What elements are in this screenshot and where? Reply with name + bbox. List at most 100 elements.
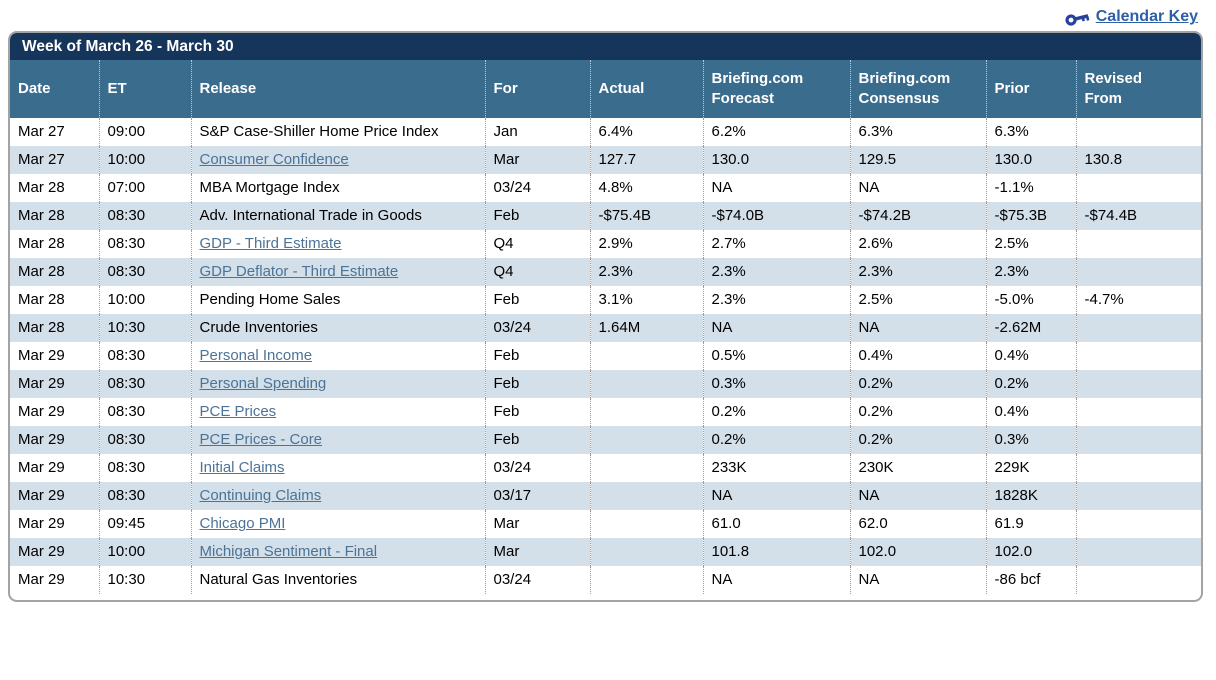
release-link[interactable]: Consumer Confidence [199,151,349,169]
cell-release: Crude Inventories [190,314,485,342]
cell-date: Mar 29 [18,347,65,365]
cell-prior: -86 bcf [985,566,1076,594]
cell-release: GDP - Third Estimate [190,230,485,258]
cell-consensus: 102.0 [849,538,986,566]
cell-for: 03/24 [484,454,590,482]
cell-prior: -1.1% [985,174,1076,202]
table-row: Mar 29 08:30 Initial Claims 03/24 233K 230K 22… [10,454,1201,482]
cell-forecast: 0.2% [702,398,850,426]
cell-et: 08:30 [98,426,191,454]
release-link[interactable]: Personal Income [199,347,313,365]
cell-date: Mar 29 [18,375,65,393]
key-icon [1063,8,1091,26]
column-header-et: ET [98,60,191,118]
cell-et: 08:30 [98,230,191,258]
cell-et: 08:30 [98,482,191,510]
cell-date: Mar 29 [18,403,65,421]
release-link[interactable]: PCE Prices [199,403,277,421]
cell-release: Chicago PMI [190,510,485,538]
cell-forecast: NA [702,566,850,594]
cell-forecast: 130.0 [702,146,850,174]
cell-prior: 61.9 [985,510,1076,538]
cell-release: PCE Prices - Core [190,426,485,454]
cell-forecast: 2.3% [702,258,850,286]
cell-actual: 127.7 [589,146,703,174]
table-row: Mar 29 08:30 Personal Income Feb 0.5% 0.4% 0.4… [10,342,1201,370]
cell-prior: 0.3% [985,426,1076,454]
cell-et: 09:00 [98,118,191,146]
cell-et: 10:00 [98,286,191,314]
cell-for: Feb [484,342,590,370]
table-row: Mar 29 10:00 Michigan Sentiment - Final Mar… [10,538,1201,566]
calendar-key-label: Calendar Key [1095,8,1198,25]
cell-consensus: 0.2% [849,370,986,398]
cell-actual [589,538,703,566]
release-link[interactable]: Chicago PMI [199,515,286,533]
release-link[interactable]: PCE Prices - Core [199,431,323,449]
table-row: Mar 29 08:30 PCE Prices - Core Feb 0.2% 0.2% 0… [10,426,1201,454]
economic-calendar-panel: Week of March 26 - March 30 Date ET Releas… [8,31,1203,602]
cell-date: Mar 28 [18,207,65,225]
cell-actual [589,454,703,482]
cell-prior: 0.2% [985,370,1076,398]
cell-prior: 2.3% [985,258,1076,286]
cell-for: 03/24 [484,174,590,202]
column-header-actual: Actual [589,60,703,118]
calendar-key-link[interactable]: Calendar Key [1063,8,1198,26]
cell-consensus: 129.5 [849,146,986,174]
release-link[interactable]: Michigan Sentiment - Final [199,543,378,561]
cell-et: 10:30 [98,314,191,342]
release-link[interactable]: Personal Spending [199,375,327,393]
release-link[interactable]: GDP Deflator - Third Estimate [199,263,399,281]
cell-for: Q4 [484,258,590,286]
cell-revised [1075,454,1201,482]
release-link[interactable]: GDP - Third Estimate [199,235,342,253]
cell-forecast: 0.3% [702,370,850,398]
cell-release: MBA Mortgage Index [190,174,485,202]
cell-consensus: NA [849,566,986,594]
cell-forecast: 61.0 [702,510,850,538]
cell-revised [1075,314,1201,342]
cell-actual: 3.1% [589,286,703,314]
table-row: Mar 29 08:30 Personal Spending Feb 0.3% 0.2% 0… [10,370,1201,398]
table-row: Mar 27 09:00 S&P Case-Shiller Home Price I… [10,118,1201,146]
cell-actual [589,482,703,510]
cell-forecast: -$74.0B [702,202,850,230]
cell-consensus: 2.6% [849,230,986,258]
table-header: Date ET Release For Actual Briefing.com Forec… [10,60,1201,118]
cell-prior: 6.3% [985,118,1076,146]
cell-release: Michigan Sentiment - Final [190,538,485,566]
cell-revised: -$74.4B [1075,202,1201,230]
cell-prior: 0.4% [985,398,1076,426]
cell-prior: 2.5% [985,230,1076,258]
cell-date: Mar 29 [18,571,65,589]
cell-consensus: 2.5% [849,286,986,314]
cell-date: Mar 28 [18,263,65,281]
release-link[interactable]: Initial Claims [199,459,285,477]
cell-for: Q4 [484,230,590,258]
economic-calendar-table: Date ET Release For Actual Briefing.com Forec… [10,60,1201,594]
cell-release: S&P Case-Shiller Home Price Index [190,118,485,146]
table-row: Mar 29 08:30 Continuing Claims 03/17 NA NA 182… [10,482,1201,510]
table-row: Mar 29 08:30 PCE Prices Feb 0.2% 0.2% 0.4% [10,398,1201,426]
cell-actual [589,426,703,454]
cell-release: Continuing Claims [190,482,485,510]
cell-consensus: 0.4% [849,342,986,370]
column-header-briefing-com-forecast: Briefing.com Forecast [702,60,850,118]
cell-et: 08:30 [98,454,191,482]
cell-actual: 1.64M [589,314,703,342]
table-row: Mar 29 09:45 Chicago PMI Mar 61.0 62.0 61.9 [10,510,1201,538]
cell-revised [1075,258,1201,286]
cell-for: Feb [484,286,590,314]
cell-actual [589,566,703,594]
cell-consensus: NA [849,482,986,510]
table-row: Mar 28 10:00 Pending Home Sales Feb 3.1% 2.3%… [10,286,1201,314]
cell-release: Personal Spending [190,370,485,398]
release-link[interactable]: Continuing Claims [199,487,322,505]
cell-consensus: NA [849,174,986,202]
cell-prior: 0.4% [985,342,1076,370]
cell-revised [1075,426,1201,454]
cell-actual: 2.9% [589,230,703,258]
cell-et: 08:30 [98,258,191,286]
cell-consensus: NA [849,314,986,342]
